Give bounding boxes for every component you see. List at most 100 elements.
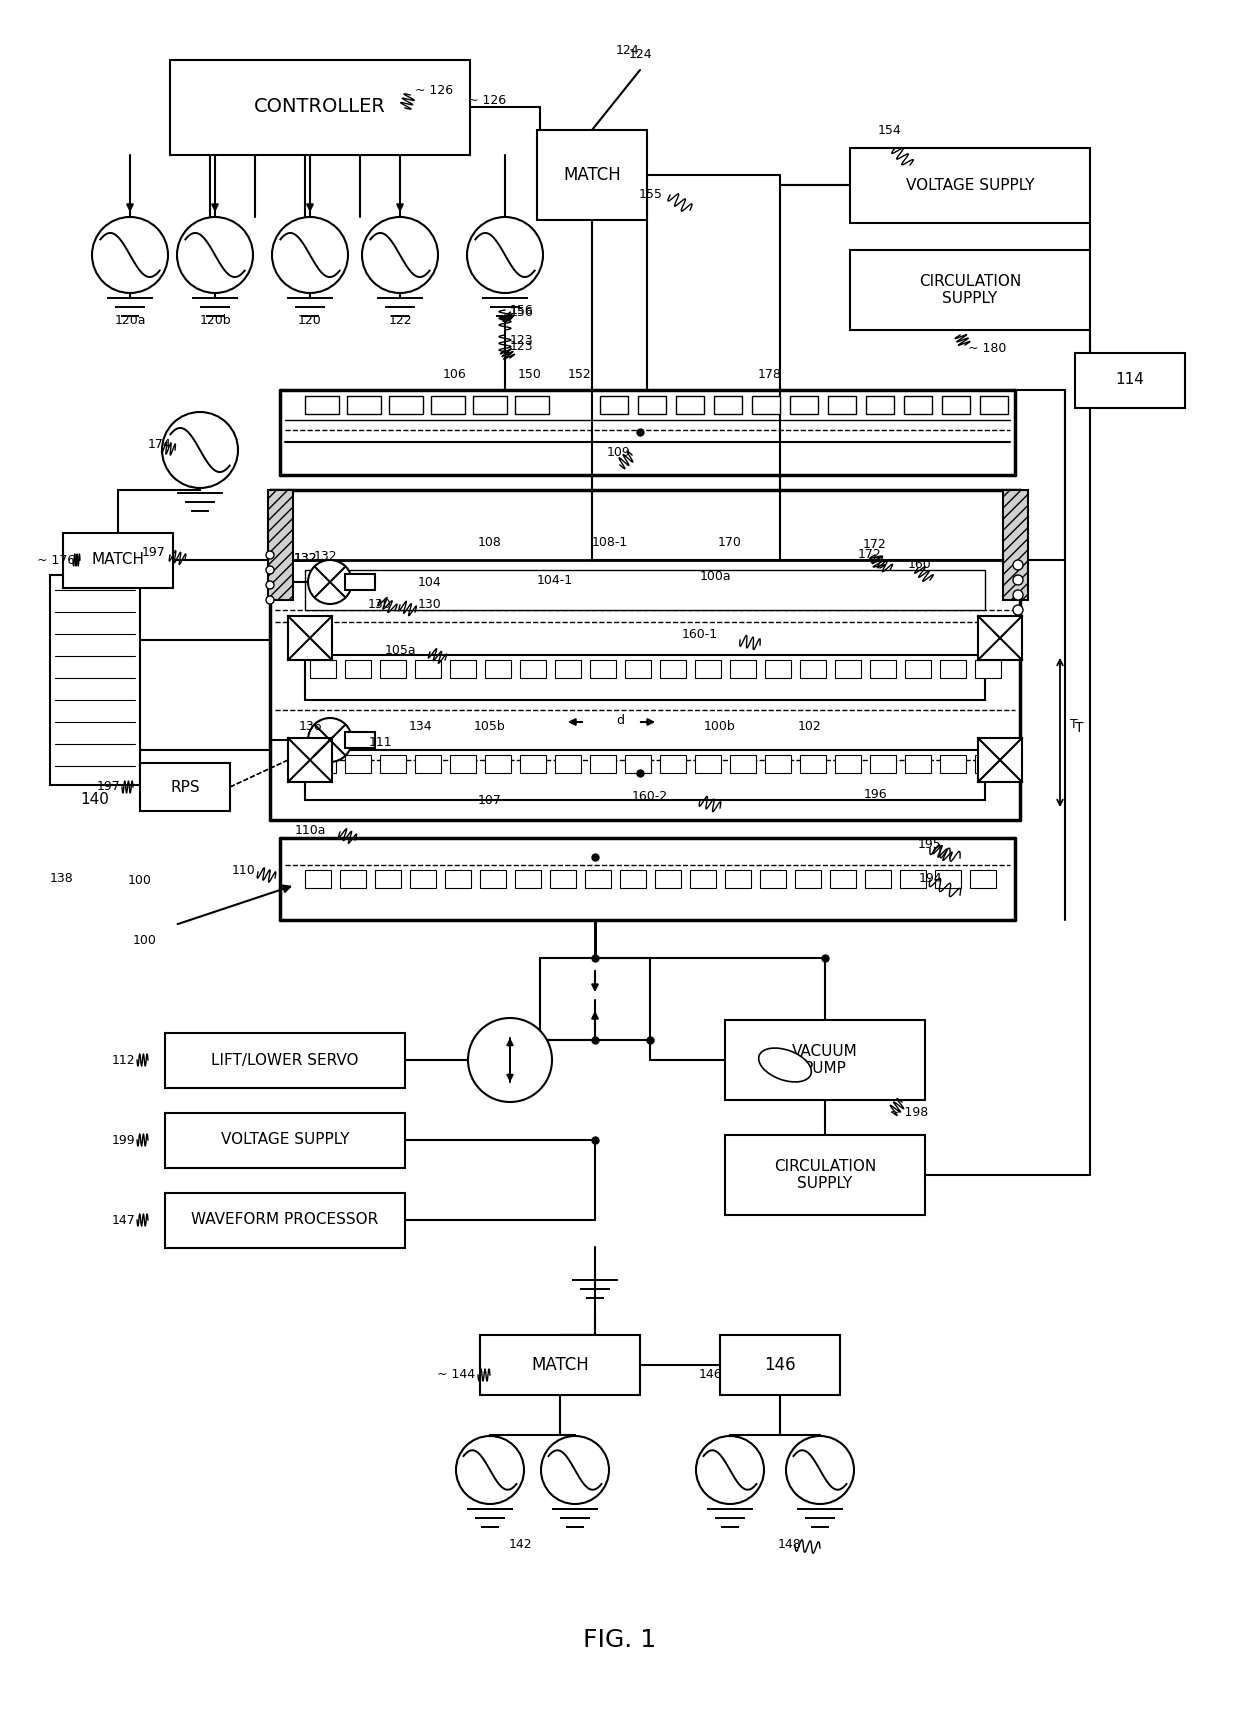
Text: 156: 156 (510, 305, 533, 319)
Text: RPS: RPS (170, 780, 200, 795)
Bar (345, 756, 371, 773)
Text: ~ 126: ~ 126 (415, 83, 453, 97)
Bar (347, 397, 381, 414)
Bar (305, 656, 985, 700)
Bar (904, 397, 932, 414)
Circle shape (162, 412, 238, 488)
Text: ~ 144: ~ 144 (436, 1368, 475, 1382)
Text: 130: 130 (368, 597, 392, 611)
Bar (515, 397, 549, 414)
Bar (374, 869, 401, 888)
Bar (556, 756, 582, 773)
Bar (165, 1113, 405, 1168)
Bar (980, 397, 1008, 414)
Text: 194: 194 (918, 871, 942, 885)
Text: 124: 124 (629, 48, 652, 62)
Text: 170: 170 (718, 535, 742, 549)
Bar (866, 397, 894, 414)
Bar (340, 869, 366, 888)
Bar (480, 869, 506, 888)
Bar (849, 250, 1090, 329)
Bar (1002, 490, 1028, 600)
Circle shape (1013, 590, 1023, 600)
Circle shape (272, 217, 348, 293)
Bar (585, 869, 611, 888)
Circle shape (267, 597, 274, 604)
Bar (940, 661, 966, 678)
Text: 120b: 120b (200, 314, 231, 326)
Circle shape (467, 1018, 552, 1102)
Text: 174: 174 (148, 438, 172, 452)
Text: 148: 148 (779, 1539, 802, 1551)
Text: 114: 114 (1116, 373, 1145, 388)
Text: 100: 100 (133, 933, 157, 947)
Bar (660, 756, 686, 773)
Text: 100b: 100b (704, 721, 735, 733)
Text: 197: 197 (141, 545, 165, 559)
Text: VACUUM
PUMP: VACUUM PUMP (792, 1044, 858, 1076)
Bar (305, 569, 985, 611)
Bar (900, 869, 926, 888)
Bar (590, 661, 616, 678)
Bar (379, 661, 405, 678)
Bar (485, 661, 511, 678)
Bar (905, 756, 931, 773)
Bar (725, 1135, 925, 1214)
Text: MATCH: MATCH (563, 166, 621, 185)
Circle shape (1013, 561, 1023, 569)
Bar (305, 750, 985, 800)
Bar (714, 397, 742, 414)
Bar (870, 661, 897, 678)
Circle shape (1013, 605, 1023, 616)
Bar (50, 574, 140, 785)
Text: 109: 109 (606, 445, 630, 459)
Text: VOLTAGE SUPPLY: VOLTAGE SUPPLY (905, 178, 1034, 193)
Text: 105a: 105a (384, 643, 415, 657)
Bar (520, 661, 546, 678)
Text: 132: 132 (293, 552, 316, 564)
Bar (170, 59, 470, 155)
Text: 195: 195 (918, 838, 942, 852)
Text: ~ 176: ~ 176 (37, 554, 74, 566)
Text: 156: 156 (510, 304, 533, 316)
Text: 154: 154 (878, 124, 901, 136)
Bar (730, 756, 756, 773)
Text: 146: 146 (698, 1368, 722, 1382)
Bar (828, 397, 856, 414)
Text: 110: 110 (231, 864, 255, 876)
Bar (445, 869, 471, 888)
Bar (694, 661, 720, 678)
Text: 172: 172 (863, 538, 887, 552)
Text: 122: 122 (388, 314, 412, 326)
Bar (970, 869, 996, 888)
Bar (725, 1019, 925, 1101)
Text: 146: 146 (764, 1356, 796, 1375)
Ellipse shape (759, 1049, 811, 1082)
Bar (800, 661, 826, 678)
Bar (415, 661, 441, 678)
Circle shape (92, 217, 167, 293)
Text: 106: 106 (443, 369, 467, 381)
Text: ~ 198: ~ 198 (890, 1106, 929, 1118)
Bar (830, 869, 856, 888)
Text: 138: 138 (50, 871, 73, 885)
Bar (551, 869, 577, 888)
Text: 130: 130 (418, 597, 441, 611)
Text: 123: 123 (510, 340, 533, 354)
Text: 104: 104 (418, 576, 441, 590)
Bar (978, 616, 1022, 661)
Bar (765, 661, 791, 678)
Text: 105b: 105b (474, 721, 506, 733)
Bar (835, 661, 861, 678)
Bar (539, 957, 650, 1040)
Text: 110a: 110a (294, 823, 326, 837)
Text: 140: 140 (81, 792, 109, 807)
Text: 120a: 120a (114, 314, 146, 326)
Bar (345, 661, 371, 678)
Bar (415, 756, 441, 773)
Bar (345, 731, 374, 749)
Bar (165, 1033, 405, 1087)
Bar (676, 397, 704, 414)
Bar (790, 397, 818, 414)
Bar (310, 756, 336, 773)
